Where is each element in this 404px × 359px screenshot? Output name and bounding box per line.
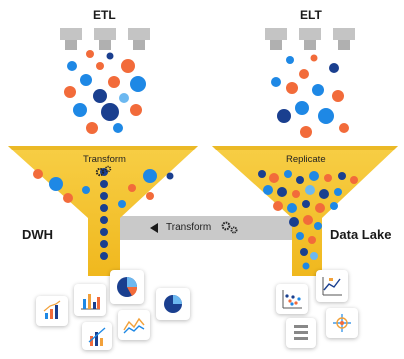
etl-funnel-circles — [33, 168, 174, 260]
transform-bridge-bar — [118, 216, 308, 240]
etl-pipes — [60, 28, 150, 50]
chart-card-icon — [156, 288, 190, 320]
chart-card-icon — [36, 296, 68, 326]
bridge-transform-label: Transform — [166, 222, 212, 233]
elt-target-label: Data Lake — [330, 227, 392, 242]
arrow-left-icon — [150, 223, 158, 233]
elt-funnel-circles — [258, 170, 358, 270]
chart-card-icon — [276, 284, 308, 314]
pipe-icon — [128, 28, 150, 50]
elt-pipes — [265, 28, 355, 50]
gear-icon — [95, 165, 112, 177]
pipe-icon — [265, 28, 287, 50]
etl-data-circles — [64, 50, 146, 134]
pipe-icon — [94, 28, 116, 50]
elt-data-circles — [271, 54, 349, 138]
etl-title: ETL — [93, 8, 116, 22]
elt-funnel — [212, 146, 398, 276]
chart-card-icon — [326, 308, 358, 338]
gear-icon — [221, 221, 238, 234]
chart-card-icon — [316, 270, 348, 302]
chart-card-icon — [118, 310, 150, 340]
pipe-icon — [299, 28, 321, 50]
etl-target-label: DWH — [22, 227, 54, 242]
pipe-icon — [60, 28, 82, 50]
pipe-icon — [333, 28, 355, 50]
chart-card-icon — [74, 284, 106, 316]
chart-card-icon — [82, 322, 112, 350]
chart-card-icon — [110, 270, 144, 304]
elt-title: ELT — [300, 8, 322, 22]
etl-stage-label: Transform — [83, 154, 126, 165]
chart-card-icon — [286, 318, 316, 348]
elt-stage-label: Replicate — [286, 154, 326, 165]
